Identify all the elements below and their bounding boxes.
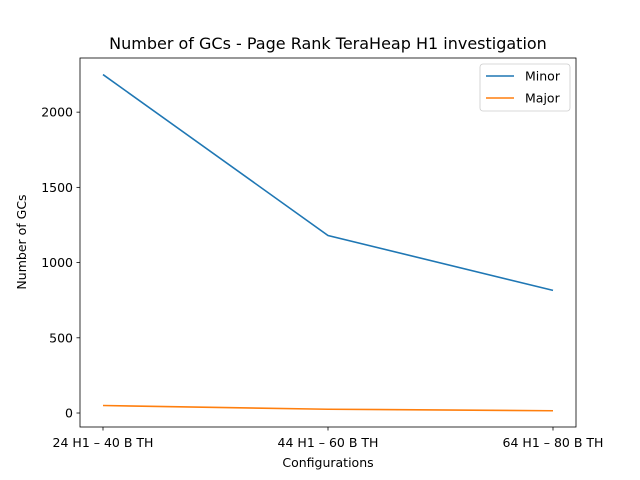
y-axis-label: Number of GCs — [14, 194, 29, 289]
series-line-minor — [102, 73, 554, 292]
legend: Minor Major — [479, 63, 571, 112]
chart-title: Number of GCs - Page Rank TeraHeap H1 in… — [109, 34, 547, 53]
y-tick-label: 1500 — [41, 180, 73, 195]
legend-label-major: Major — [525, 91, 561, 106]
y-axis: 0 500 1000 1500 2000 — [41, 105, 80, 421]
x-tick-label: 44 H1 – 60 B TH — [278, 435, 379, 450]
x-tick-label: 24 H1 – 40 B TH — [53, 435, 154, 450]
legend-label-minor: Minor — [525, 69, 561, 84]
x-tick-label: 64 H1 – 80 B TH — [503, 435, 604, 450]
x-axis: 24 H1 – 40 B TH 44 H1 – 60 B TH 64 H1 – 80… — [53, 427, 604, 450]
series-lines — [102, 73, 554, 412]
series-line-major — [102, 404, 554, 412]
y-tick-label: 2000 — [41, 105, 73, 120]
x-axis-label: Configurations — [282, 455, 373, 470]
y-tick-label: 500 — [49, 330, 73, 345]
y-tick-label: 1000 — [41, 255, 73, 270]
y-tick-label: 0 — [65, 406, 73, 421]
